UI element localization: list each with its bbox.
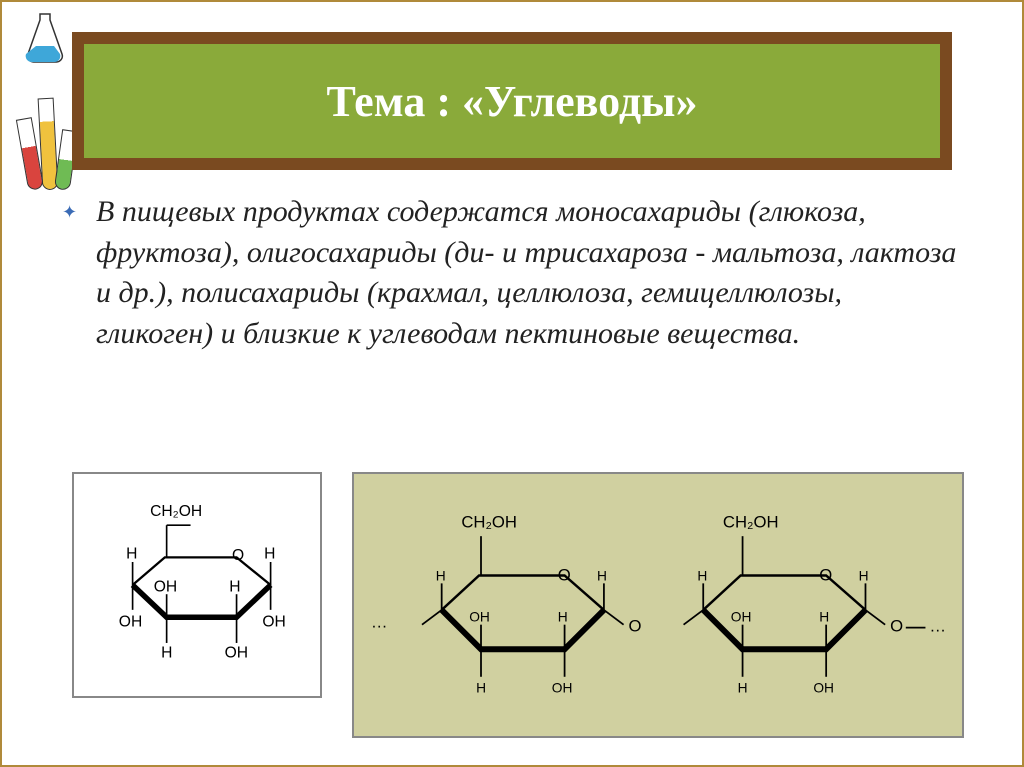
svg-text:H: H (738, 681, 748, 696)
test-tubes-icon (20, 80, 80, 190)
svg-text:…: … (371, 613, 388, 632)
svg-text:H: H (436, 568, 446, 583)
body-paragraph: В пищевых продуктах содержатся моносахар… (96, 192, 962, 354)
svg-text:O: O (629, 617, 642, 636)
bullet-icon: ✦ (62, 202, 90, 223)
svg-text:H: H (597, 568, 607, 583)
svg-text:OH: OH (262, 613, 285, 630)
svg-text:H: H (558, 610, 568, 625)
svg-text:O: O (558, 565, 571, 584)
svg-text:OH: OH (469, 610, 490, 625)
svg-text:OH: OH (731, 610, 752, 625)
svg-text:H: H (264, 545, 275, 562)
svg-text:CH₂OH: CH₂OH (723, 512, 779, 531)
svg-text:CH₂OH: CH₂OH (461, 512, 517, 531)
svg-text:H: H (229, 578, 240, 595)
svg-text:CH₂OH: CH₂OH (150, 503, 202, 520)
svg-text:OH: OH (813, 681, 834, 696)
svg-text:OH: OH (119, 613, 142, 630)
svg-text:O: O (232, 547, 244, 564)
svg-text:H: H (161, 645, 172, 662)
svg-text:H: H (126, 545, 137, 562)
figure-polysaccharide: … O CH₂OH H OH H H OH H (352, 472, 964, 738)
svg-text:OH: OH (552, 681, 573, 696)
slide-title: Тема : «Углеводы» (327, 76, 698, 127)
svg-text:H: H (476, 681, 486, 696)
svg-text:…: … (929, 617, 946, 636)
title-board: Тема : «Углеводы» (72, 32, 952, 170)
svg-text:O: O (890, 617, 903, 636)
figure-glucose: O CH₂OH H OH H OH OH (72, 472, 322, 698)
flask-icon (22, 12, 68, 66)
svg-text:H: H (697, 568, 707, 583)
svg-text:H: H (859, 568, 869, 583)
content-area: ✦ В пищевых продуктах содержатся моносах… (62, 192, 962, 354)
svg-text:H: H (819, 610, 829, 625)
svg-text:OH: OH (154, 578, 177, 595)
slide-frame: Тема : «Углеводы» ✦ В пищевых продуктах … (0, 0, 1024, 767)
svg-text:O: O (819, 565, 832, 584)
svg-text:OH: OH (225, 645, 248, 662)
figures-row: O CH₂OH H OH H OH OH (72, 472, 972, 738)
